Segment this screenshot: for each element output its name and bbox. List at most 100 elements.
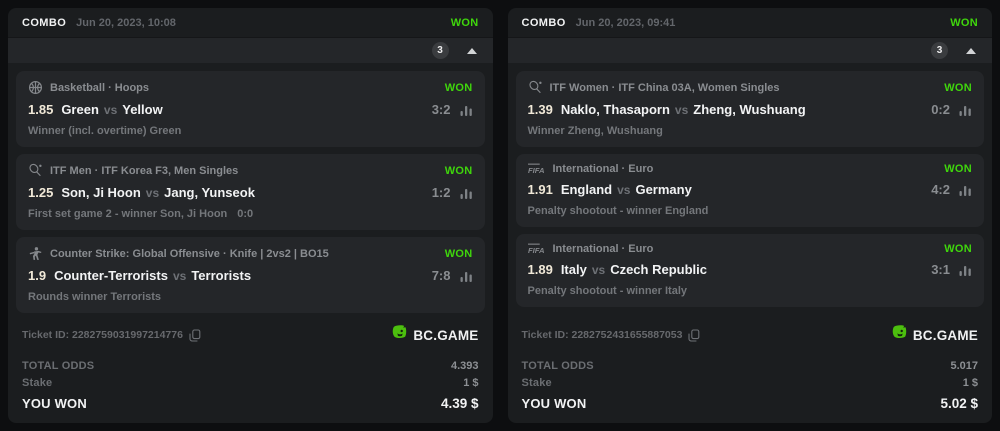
collapse-toggle-bar[interactable]: 3	[8, 37, 493, 63]
vs-label: vs	[617, 182, 631, 197]
vs-label: vs	[145, 185, 160, 200]
ticket-id: Ticket ID: 2282759031997214776	[22, 329, 183, 341]
bcgame-logo: BC.GAME	[891, 324, 978, 346]
home-team: Green	[61, 102, 99, 117]
stats-icon[interactable]	[460, 270, 473, 282]
leg-status-badge: WON	[444, 81, 473, 94]
market-label: First set game 2 - winner Son, Ji Hoon	[28, 208, 228, 220]
selections-count-badge: 3	[431, 42, 449, 59]
leg-row: ITF Men · ITF Korea F3, Men Singles WON …	[16, 154, 485, 230]
chevron-up-icon	[466, 47, 477, 54]
home-team: Son, Ji Hoon	[61, 185, 141, 200]
leg-status-badge: WON	[944, 163, 972, 175]
brand-name: BC.GAME	[413, 327, 479, 343]
bcgame-logo-icon	[891, 324, 908, 346]
svg-text:FIFA: FIFA	[528, 166, 545, 175]
ticket-status-badge: WON	[950, 17, 978, 29]
odds-value: 1.25	[28, 185, 54, 200]
csgo-icon	[28, 246, 43, 261]
leg-status-badge: WON	[444, 164, 473, 177]
ticket-header: COMBO Jun 20, 2023, 10:08 WON	[8, 8, 493, 37]
away-team: Zheng, Wushuang	[693, 102, 806, 117]
basketball-icon	[28, 80, 43, 95]
ticket-footer: Ticket ID: 2282752431655887053 BC.GAME T…	[508, 324, 993, 423]
ticket-date: Jun 20, 2023, 09:41	[575, 17, 676, 29]
leg-row: Basketball · Hoops WON 1.85 Green vs Yel…	[16, 71, 485, 147]
market-label: Rounds winner Terrorists	[28, 291, 162, 303]
vs-label: vs	[103, 102, 118, 117]
legs-list: ITF Women · ITF China 03A, Women Singles…	[515, 71, 984, 307]
total-odds-label: TOTAL ODDS	[22, 360, 95, 372]
away-team: Jang, Yunseok	[164, 185, 255, 200]
fifa-icon: FIFA	[527, 243, 546, 255]
copy-icon[interactable]	[189, 328, 201, 342]
tennis-icon	[28, 163, 43, 178]
away-team: Germany	[635, 182, 692, 197]
fifa-icon: FIFA	[527, 163, 546, 175]
brand-name: BC.GAME	[912, 327, 978, 343]
ticket-type: COMBO	[22, 17, 67, 29]
league-label: International · Euro	[552, 243, 654, 255]
market-label: Winner (incl. overtime) Green	[28, 125, 182, 137]
copy-icon[interactable]	[688, 328, 700, 342]
ticket-type: COMBO	[521, 17, 566, 29]
stake-label: Stake	[22, 377, 53, 389]
stake-value: 1 $	[463, 377, 479, 389]
odds-value: 1.9	[28, 268, 47, 283]
vs-label: vs	[674, 102, 689, 117]
selections-count-badge: 3	[931, 42, 948, 59]
market-label: Penalty shootout - winner England	[527, 205, 709, 217]
market-label: Winner Zheng, Wushuang	[527, 125, 663, 137]
leg-row: FIFA International · Euro WON 1.89 Italy…	[515, 234, 984, 307]
odds-value: 1.85	[28, 102, 54, 117]
ticket-status-badge: WON	[450, 17, 479, 29]
collapse-toggle-bar[interactable]: 3	[507, 37, 992, 63]
result-value: 5.02 $	[940, 396, 978, 411]
leg-row: Counter Strike: Global Offensive · Knife…	[16, 237, 485, 313]
ticket-date: Jun 20, 2023, 10:08	[76, 17, 176, 29]
bcgame-logo-icon	[391, 324, 408, 346]
bet-ticket-card: COMBO Jun 20, 2023, 09:41 WON 3 ITF Wome…	[507, 8, 993, 423]
leg-row: FIFA International · Euro WON 1.91 Engla…	[515, 154, 984, 227]
result-label: YOU WON	[22, 396, 87, 411]
svg-text:FIFA: FIFA	[528, 246, 545, 255]
home-team: Naklo, Thasaporn	[560, 102, 670, 117]
chevron-up-icon	[966, 47, 976, 54]
stats-icon[interactable]	[959, 264, 972, 276]
total-odds-label: TOTAL ODDS	[521, 360, 594, 372]
total-odds-value: 4.393	[450, 360, 479, 372]
bet-ticket-card: COMBO Jun 20, 2023, 10:08 WON 3 Basketba…	[8, 8, 493, 423]
match-score: 1:2	[431, 185, 451, 200]
home-team: Italy	[560, 262, 587, 277]
result-value: 4.39 $	[440, 396, 479, 411]
ticket-id: Ticket ID: 2282752431655887053	[521, 329, 683, 341]
vs-label: vs	[591, 262, 606, 277]
home-team: England	[560, 182, 613, 197]
stats-icon[interactable]	[460, 187, 473, 199]
league-label: ITF Men · ITF Korea F3, Men Singles	[50, 164, 239, 177]
stats-icon[interactable]	[460, 104, 473, 116]
stake-value: 1 $	[962, 377, 978, 389]
result-label: YOU WON	[521, 396, 587, 411]
match-score: 3:2	[431, 102, 451, 117]
ticket-footer: Ticket ID: 2282759031997214776 BC.GAME T…	[8, 324, 493, 423]
match-score: 0:2	[931, 102, 950, 117]
stats-icon[interactable]	[959, 184, 972, 196]
odds-value: 1.39	[527, 102, 553, 117]
home-team: Counter-Terrorists	[54, 268, 168, 283]
league-label: Counter Strike: Global Offensive · Knife…	[50, 247, 329, 260]
league-label: ITF Women · ITF China 03A, Women Singles	[549, 81, 780, 94]
match-score: 3:1	[931, 262, 950, 277]
away-team: Terrorists	[191, 268, 252, 283]
league-label: Basketball · Hoops	[50, 81, 150, 94]
league-label: International · Euro	[552, 163, 654, 175]
odds-value: 1.89	[527, 262, 553, 277]
legs-list: Basketball · Hoops WON 1.85 Green vs Yel…	[16, 71, 485, 313]
match-score: 4:2	[931, 182, 950, 197]
away-team: Czech Republic	[610, 262, 707, 277]
tennis-icon	[528, 80, 543, 95]
odds-value: 1.91	[527, 182, 553, 197]
leg-status-badge: WON	[444, 247, 473, 260]
match-score: 7:8	[431, 268, 451, 283]
stats-icon[interactable]	[959, 104, 972, 116]
